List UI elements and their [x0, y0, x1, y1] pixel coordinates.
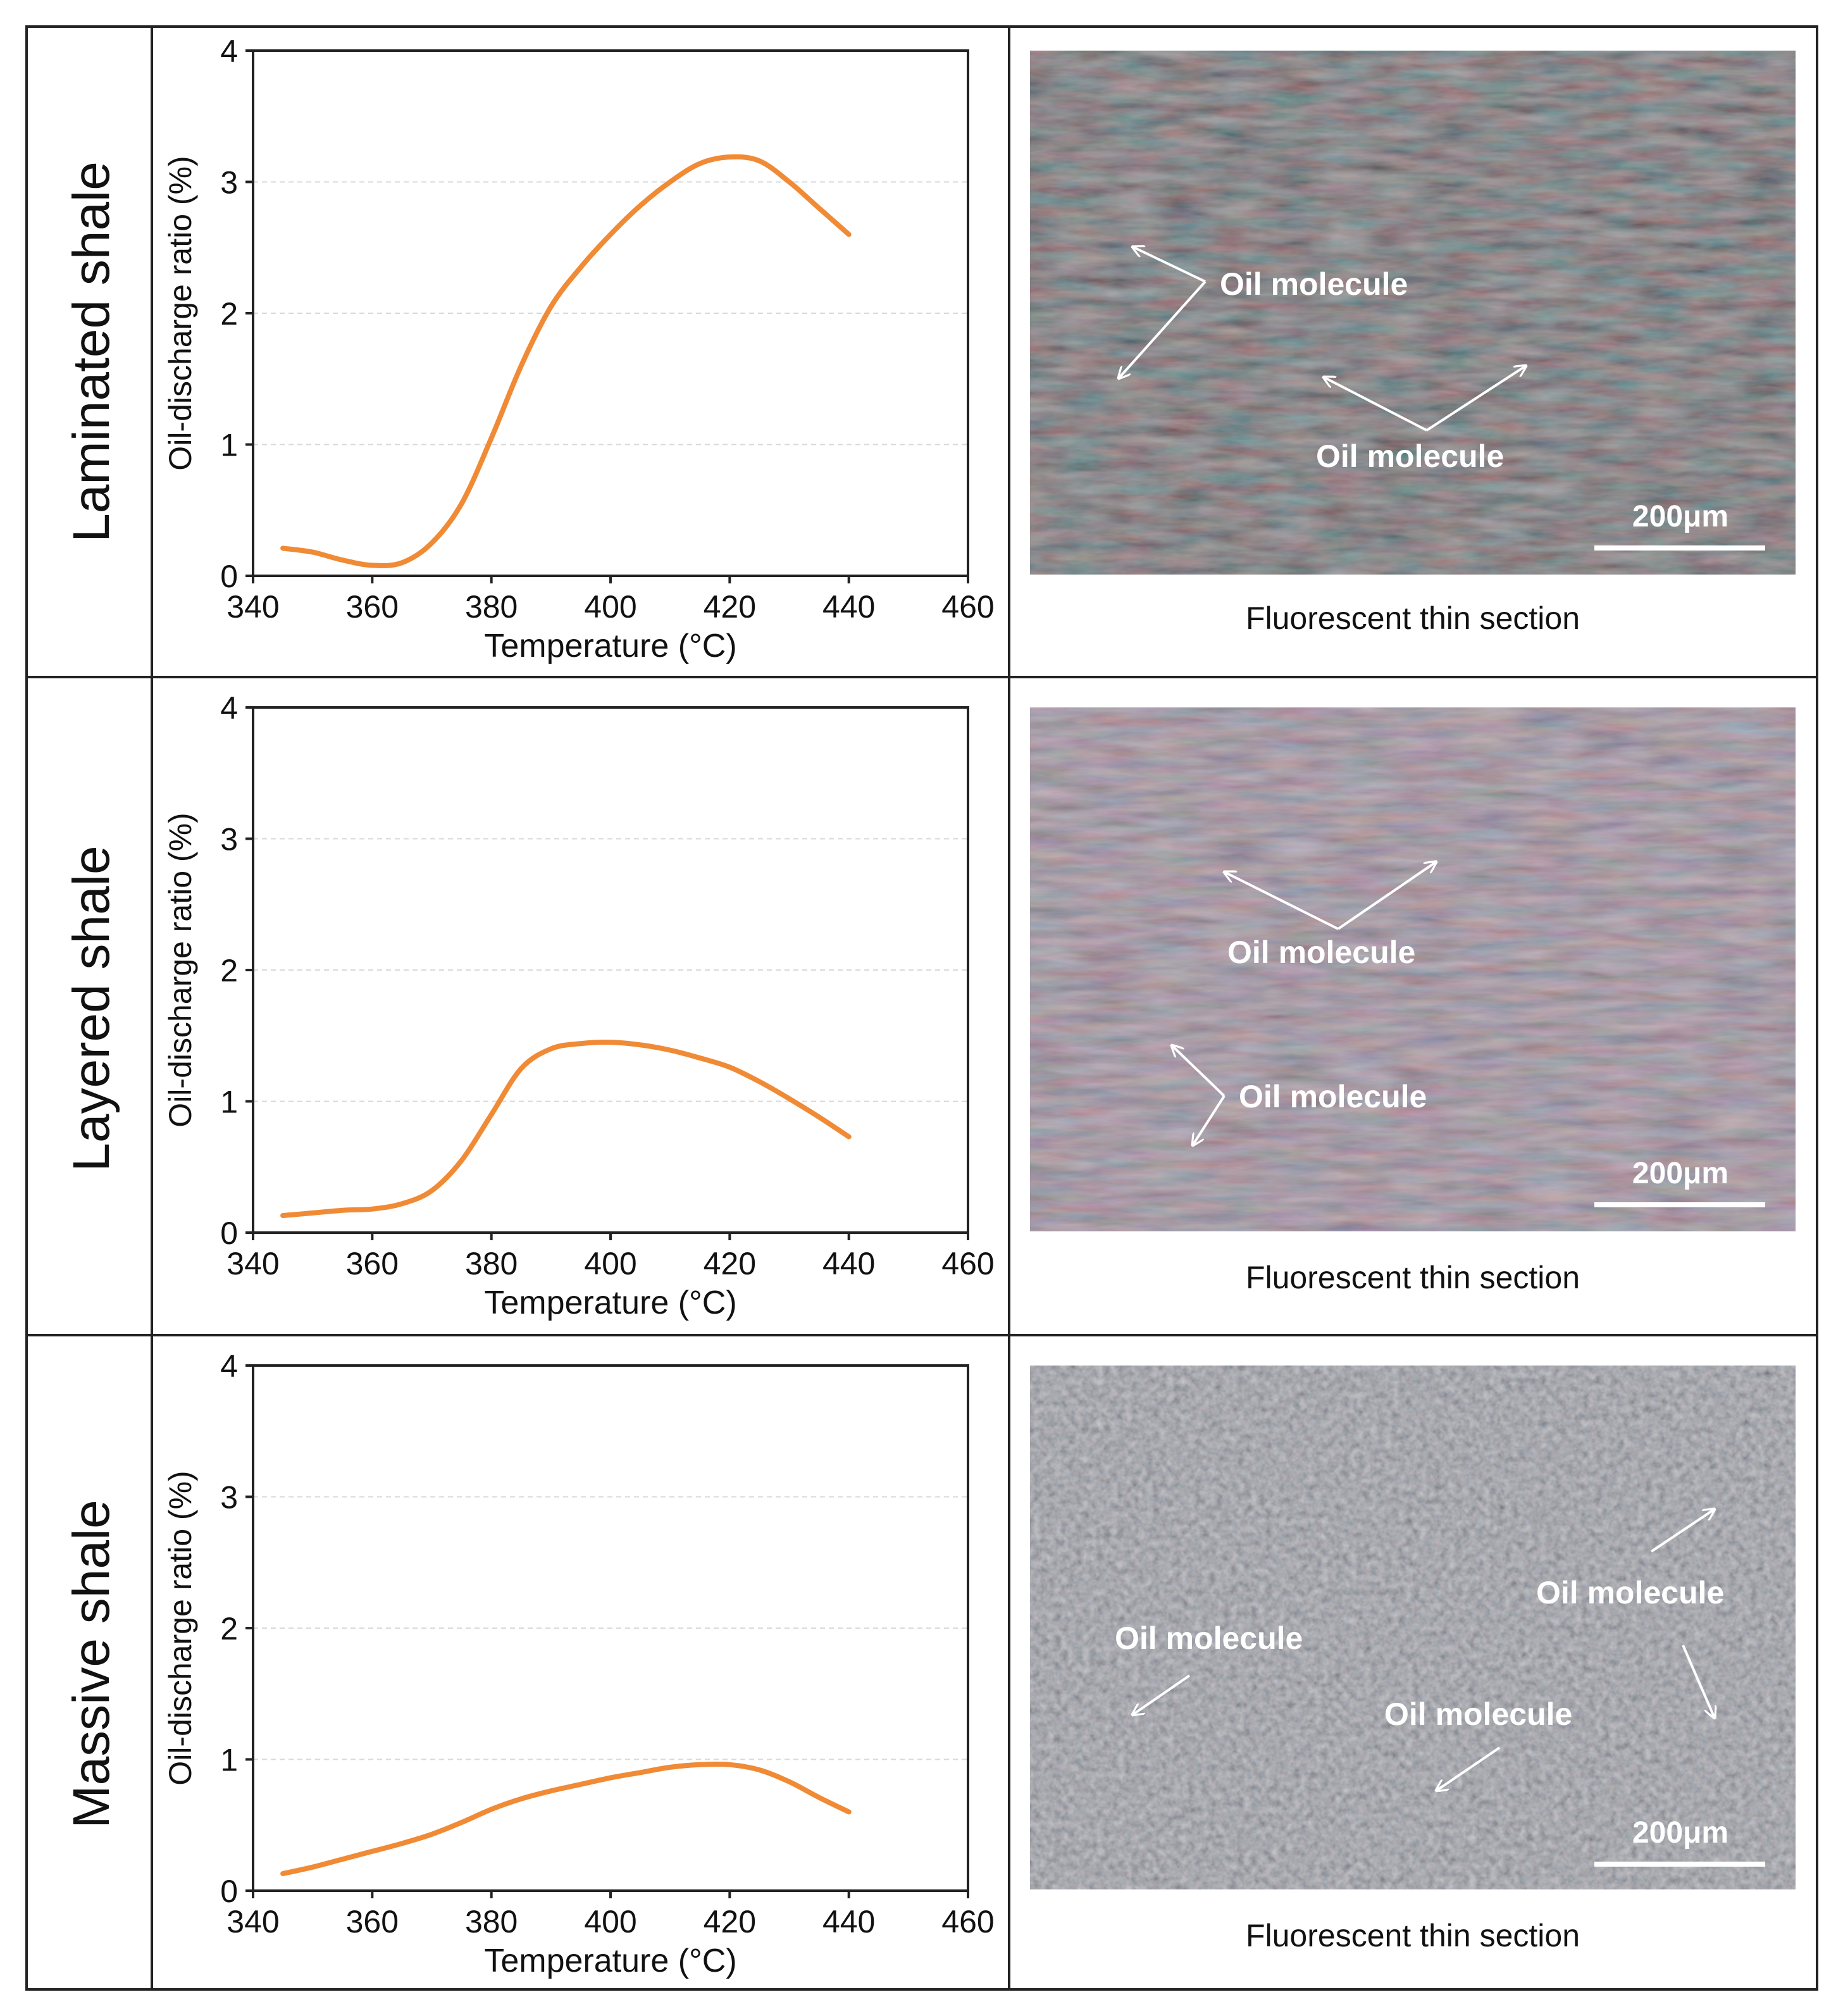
x-tick-label: 360 — [346, 1246, 399, 1281]
y-tick-label: 4 — [220, 34, 238, 69]
series-line — [280, 1040, 852, 1218]
x-tick-label: 340 — [226, 589, 279, 625]
scale-bar-label: 200μm — [1632, 1157, 1728, 1190]
annotation-arrow — [1425, 366, 1526, 432]
row-massive: Massive shale 0 1 2 3 4 340 360 380 400 420 440 460… — [63, 1348, 1796, 1979]
scale-bar-label: 200μm — [1632, 1816, 1728, 1850]
micrograph-annotation: Oil molecule — [1239, 1079, 1427, 1114]
annotation-arrow — [1682, 1645, 1715, 1718]
micrograph-annotation: Oil molecule — [1384, 1696, 1572, 1732]
micrograph-annotation: Oil molecule — [1227, 935, 1415, 970]
x-tick-label: 380 — [465, 1246, 518, 1281]
x-tick-label: 460 — [941, 589, 994, 625]
y-tick-label: 0 — [220, 559, 238, 594]
row-label-laminated: Laminated shale — [63, 161, 120, 542]
annotation-arrow — [1193, 1095, 1226, 1145]
x-tick-label: 400 — [584, 1246, 636, 1281]
x-tick-label: 420 — [704, 1246, 756, 1281]
series-line — [280, 1762, 852, 1876]
x-tick-label: 440 — [822, 1904, 875, 1939]
outer-frame — [25, 25, 1818, 1991]
micrograph-annotation: Oil molecule — [1220, 266, 1408, 302]
chart-layered: 0 1 2 3 4 340 360 380 400 420 440 460 Temperature (°… — [163, 690, 995, 1321]
x-tick-label: 460 — [941, 1904, 994, 1939]
y-tick-label: 1 — [220, 1085, 238, 1120]
series-line — [280, 154, 852, 568]
y-tick-label: 3 — [220, 822, 238, 857]
row-laminated: Laminated shale 0 1 2 3 4 340 360 380 400 420 440 4… — [63, 34, 1796, 664]
micrograph-annotation: Oil molecule — [1536, 1575, 1724, 1610]
micrograph-annotation: Oil molecule — [1316, 439, 1504, 474]
y-axis-title: Oil-discharge ratio (%) — [163, 156, 198, 470]
x-axis-title: Temperature (°C) — [484, 628, 736, 664]
x-tick-label: 440 — [822, 1246, 875, 1281]
micrograph-caption: Fluorescent thin section — [1246, 1918, 1580, 1953]
chart-massive: 0 1 2 3 4 340 360 380 400 420 440 460 Temperature (°… — [163, 1348, 995, 1979]
micrograph-layered: Oil molecule Oil molecule 200μm Fluoresc… — [1030, 707, 1796, 1295]
x-tick-label: 400 — [584, 1904, 636, 1939]
annotation-arrow — [1436, 1746, 1501, 1791]
x-axis-title: Temperature (°C) — [484, 1943, 736, 1979]
micrograph-texture-massive — [1030, 1366, 1796, 1889]
x-tick-label: 420 — [704, 1904, 756, 1939]
y-tick-label: 3 — [220, 1480, 238, 1515]
annotation-arrow — [1224, 872, 1339, 930]
micrograph-caption: Fluorescent thin section — [1246, 1260, 1580, 1295]
micrograph-texture-layered — [1030, 707, 1796, 1231]
y-tick-label: 4 — [220, 1348, 238, 1384]
x-tick-label: 380 — [465, 1904, 518, 1939]
annotation-arrow — [1119, 280, 1207, 378]
micrograph-annotation: Oil molecule — [1115, 1621, 1303, 1656]
annotation-arrow — [1172, 1045, 1226, 1097]
y-tick-label: 4 — [220, 690, 238, 726]
x-tick-label: 380 — [465, 589, 518, 625]
scale-bar-label: 200μm — [1632, 500, 1728, 533]
annotation-arrow — [1337, 862, 1436, 930]
y-tick-label: 2 — [220, 1611, 238, 1646]
annotation-arrow — [1132, 247, 1206, 283]
y-axis-title: Oil-discharge ratio (%) — [163, 1471, 198, 1785]
annotation-arrow — [1132, 1674, 1191, 1715]
micrograph-laminated: Oil molecule Oil molecule 200μm Fluoresc… — [1030, 51, 1796, 636]
y-tick-label: 0 — [220, 1874, 238, 1909]
row-layered: Layered shale 0 1 2 3 4 340 360 380 400 420 440 460… — [63, 690, 1796, 1321]
x-axis-title: Temperature (°C) — [484, 1285, 736, 1321]
micrograph-massive: Oil molecule Oil molecule Oil molecule 2… — [1030, 1366, 1796, 1953]
micrograph-caption: Fluorescent thin section — [1246, 600, 1580, 636]
y-tick-label: 2 — [220, 296, 238, 332]
row-label-massive: Massive shale — [63, 1500, 120, 1829]
x-tick-label: 360 — [346, 589, 399, 625]
x-tick-label: 440 — [822, 589, 875, 625]
y-tick-label: 2 — [220, 953, 238, 988]
x-tick-label: 400 — [584, 589, 636, 625]
x-tick-label: 420 — [704, 589, 756, 625]
y-tick-label: 3 — [220, 165, 238, 201]
y-tick-label: 1 — [220, 1743, 238, 1778]
x-tick-label: 460 — [941, 1246, 994, 1281]
y-axis-title: Oil-discharge ratio (%) — [163, 812, 198, 1127]
chart-laminated: 0 1 2 3 4 340 360 380 400 420 440 460 Temperature (°… — [163, 34, 995, 664]
x-tick-label: 340 — [226, 1904, 279, 1939]
y-tick-label: 1 — [220, 428, 238, 463]
row-label-layered: Layered shale — [63, 845, 120, 1171]
annotation-arrow — [1324, 377, 1427, 432]
annotation-arrow — [1650, 1509, 1715, 1553]
x-tick-label: 360 — [346, 1904, 399, 1939]
micrograph-texture-laminated — [1030, 51, 1796, 575]
x-tick-label: 340 — [226, 1246, 279, 1281]
y-tick-label: 0 — [220, 1216, 238, 1251]
